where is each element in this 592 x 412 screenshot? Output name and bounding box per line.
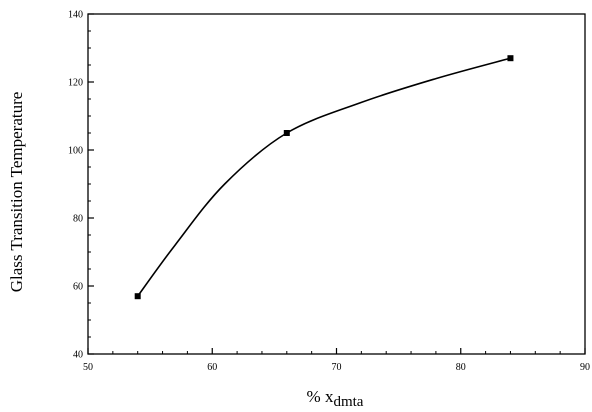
- y-tick-label: 40: [73, 350, 83, 361]
- plot-area-frame: [87, 13, 586, 355]
- series-line: [137, 57, 511, 297]
- y-tick-label: 140: [68, 10, 83, 21]
- x-tick-label: 90: [580, 362, 590, 373]
- x-tick-label: 70: [332, 362, 342, 373]
- data-markers: [134, 55, 514, 300]
- data-point-marker: [134, 293, 141, 300]
- x-tick-label: 50: [83, 362, 93, 373]
- data-point-marker: [507, 55, 514, 62]
- x-axis-label: % xdmta: [307, 387, 364, 410]
- y-tick-label: 100: [68, 146, 83, 157]
- y-axis-label: Glass Transition Temperature: [7, 92, 26, 293]
- x-tick-label: 80: [456, 362, 466, 373]
- y-axis: 40 60 80 100 120 140: [68, 10, 94, 361]
- y-tick-label: 120: [68, 78, 83, 89]
- data-point-marker: [283, 130, 290, 136]
- x-axis: 50 60 70 80 90: [83, 348, 590, 373]
- x-tick-label: 60: [207, 362, 217, 373]
- y-tick-label: 60: [73, 282, 83, 293]
- y-tick-label: 80: [73, 214, 83, 225]
